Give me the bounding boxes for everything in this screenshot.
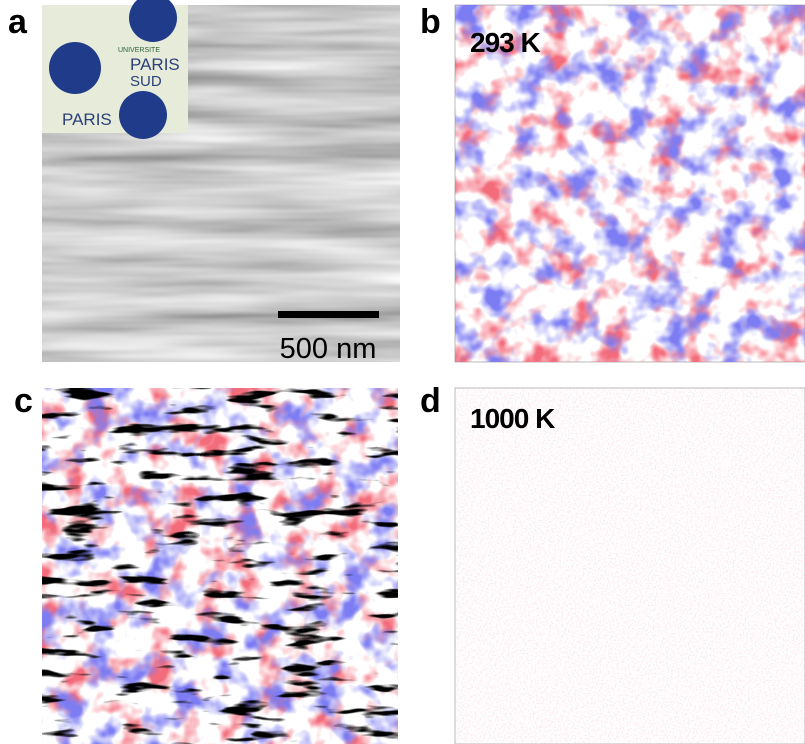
- panel-label: c: [14, 382, 33, 420]
- logo-text: SUD: [130, 73, 162, 90]
- panel-label: d: [420, 382, 441, 420]
- logo-inset: UNIVERSITE PARIS SUD PARIS: [42, 0, 188, 139]
- panel-d: 1000 K d: [420, 382, 805, 744]
- logo-emblem: [49, 42, 101, 94]
- temperature-label: 1000 K: [470, 403, 555, 434]
- panel-c: c: [14, 382, 398, 744]
- panel-b: 293 K b: [420, 3, 805, 363]
- map-specks: [455, 388, 805, 744]
- temperature-label: 293 K: [470, 27, 540, 58]
- panel-a: UNIVERSITE PARIS SUD PARIS 500 nm a: [8, 0, 400, 365]
- scale-bar: [278, 311, 379, 318]
- panel-label: a: [8, 3, 28, 41]
- scale-bar-label: 500 nm: [280, 333, 377, 365]
- logo-emblem: [119, 91, 167, 139]
- map-blue-domains: [455, 5, 805, 362]
- logo-text: PARIS: [130, 55, 180, 74]
- logo-text: UNIVERSITE: [118, 47, 160, 54]
- logo-emblem: [129, 0, 177, 42]
- map-black-domains: [42, 388, 398, 744]
- logo-text: PARIS: [62, 110, 112, 129]
- panel-label: b: [420, 3, 441, 41]
